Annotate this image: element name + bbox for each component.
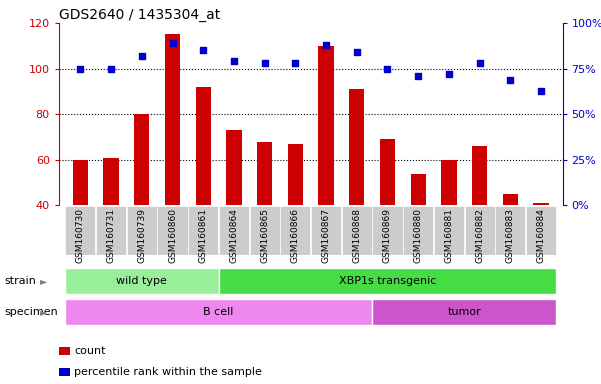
Bar [134,114,150,296]
Point [413,73,423,79]
Text: XBP1s transgenic: XBP1s transgenic [339,276,436,286]
Text: ►: ► [40,307,47,317]
Bar [226,130,242,296]
Point [536,88,546,94]
Point [290,60,300,66]
FancyBboxPatch shape [219,268,557,294]
FancyBboxPatch shape [311,206,341,255]
FancyBboxPatch shape [280,206,310,255]
Text: B cell: B cell [203,307,234,317]
Text: GSM160864: GSM160864 [230,208,239,263]
FancyBboxPatch shape [65,268,219,294]
FancyBboxPatch shape [373,206,403,255]
FancyBboxPatch shape [495,206,525,255]
Point [352,49,362,55]
Point [229,58,239,65]
Text: GSM160861: GSM160861 [199,208,208,263]
Bar [441,160,457,296]
Point [198,47,208,53]
Bar [349,89,364,296]
FancyBboxPatch shape [96,206,126,255]
FancyBboxPatch shape [219,206,249,255]
Text: GSM160884: GSM160884 [537,208,546,263]
Point [76,66,85,72]
FancyBboxPatch shape [526,206,556,255]
Bar [319,46,334,296]
FancyBboxPatch shape [157,206,188,255]
Point [475,60,484,66]
Text: GSM160739: GSM160739 [137,208,146,263]
FancyBboxPatch shape [342,206,372,255]
Text: wild type: wild type [117,276,167,286]
Text: GDS2640 / 1435304_at: GDS2640 / 1435304_at [59,8,220,22]
Bar [103,157,119,296]
Text: ►: ► [40,276,47,286]
Text: GSM160867: GSM160867 [322,208,331,263]
Text: strain: strain [5,276,37,286]
Point [260,60,269,66]
Point [168,40,177,46]
Text: GSM160883: GSM160883 [506,208,515,263]
Point [322,42,331,48]
Text: percentile rank within the sample: percentile rank within the sample [74,367,262,377]
Text: GSM160881: GSM160881 [444,208,453,263]
Bar [410,174,426,296]
FancyBboxPatch shape [403,206,433,255]
Bar [288,144,303,296]
Point [444,71,454,77]
Text: specimen: specimen [5,307,58,317]
Bar [380,139,395,296]
Text: tumor: tumor [447,307,481,317]
Text: GSM160731: GSM160731 [106,208,115,263]
Text: GSM160730: GSM160730 [76,208,85,263]
Point [505,76,515,83]
Bar [502,194,518,296]
Text: GSM160868: GSM160868 [352,208,361,263]
Text: GSM160865: GSM160865 [260,208,269,263]
Text: GSM160869: GSM160869 [383,208,392,263]
FancyBboxPatch shape [372,299,557,325]
FancyBboxPatch shape [465,206,495,255]
Bar [195,87,211,296]
FancyBboxPatch shape [434,206,464,255]
Text: GSM160866: GSM160866 [291,208,300,263]
Text: GSM160880: GSM160880 [413,208,423,263]
Text: GSM160882: GSM160882 [475,208,484,263]
Bar [533,203,549,296]
FancyBboxPatch shape [188,206,218,255]
Text: GSM160860: GSM160860 [168,208,177,263]
Bar [257,142,272,296]
FancyBboxPatch shape [66,206,96,255]
Point [106,66,116,72]
Bar [73,160,88,296]
FancyBboxPatch shape [65,299,372,325]
Point [383,66,392,72]
Text: count: count [74,346,105,356]
FancyBboxPatch shape [249,206,279,255]
Point [137,53,147,59]
FancyBboxPatch shape [127,206,157,255]
Bar [472,146,487,296]
Bar [165,35,180,296]
